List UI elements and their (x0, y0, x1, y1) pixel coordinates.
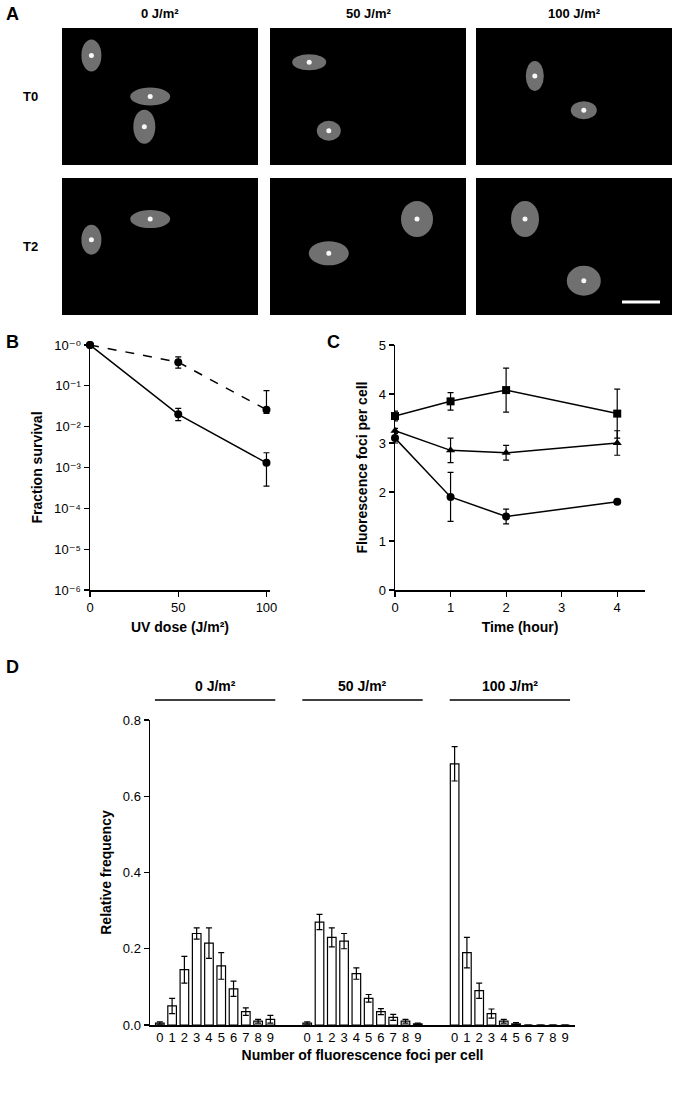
svg-text:7: 7 (537, 1030, 544, 1045)
svg-text:100: 100 (256, 600, 278, 615)
svg-text:50 J/m²: 50 J/m² (338, 678, 387, 694)
svg-text:4: 4 (500, 1030, 507, 1045)
svg-text:10⁻⁴: 10⁻⁴ (54, 501, 81, 516)
svg-text:5: 5 (365, 1030, 372, 1045)
svg-text:6: 6 (377, 1030, 384, 1045)
svg-text:5: 5 (379, 338, 386, 353)
svg-text:2: 2 (502, 600, 509, 615)
svg-text:2: 2 (379, 485, 386, 500)
svg-text:1: 1 (379, 534, 386, 549)
svg-text:0.2: 0.2 (123, 941, 141, 956)
svg-text:8: 8 (402, 1030, 409, 1045)
svg-text:0: 0 (304, 1030, 311, 1045)
svg-text:Time (hour): Time (hour) (482, 619, 559, 635)
svg-text:Number of fluorescence foci pe: Number of fluorescence foci per cell (242, 1047, 484, 1063)
svg-text:3: 3 (488, 1030, 495, 1045)
svg-text:4: 4 (379, 387, 386, 402)
svg-text:10⁻²: 10⁻² (55, 419, 81, 434)
svg-text:C: C (327, 332, 340, 352)
svg-text:A: A (6, 4, 19, 24)
svg-text:4: 4 (353, 1030, 360, 1045)
svg-text:1: 1 (168, 1030, 175, 1045)
svg-text:10⁻⁵: 10⁻⁵ (54, 542, 81, 557)
svg-text:3: 3 (558, 600, 565, 615)
svg-text:10⁻⁶: 10⁻⁶ (54, 583, 81, 598)
svg-text:9: 9 (414, 1030, 421, 1045)
svg-text:10⁻³: 10⁻³ (55, 460, 81, 475)
svg-text:0: 0 (156, 1030, 163, 1045)
svg-text:6: 6 (230, 1030, 237, 1045)
svg-text:0: 0 (391, 600, 398, 615)
svg-text:0: 0 (451, 1030, 458, 1045)
svg-text:Fraction survival: Fraction survival (29, 411, 45, 523)
svg-text:UV dose (J/m²): UV dose (J/m²) (131, 619, 229, 635)
svg-text:0.6: 0.6 (123, 789, 141, 804)
svg-text:2: 2 (181, 1030, 188, 1045)
svg-text:0.4: 0.4 (123, 865, 141, 880)
svg-text:9: 9 (562, 1030, 569, 1045)
svg-text:3: 3 (379, 436, 386, 451)
svg-text:4: 4 (614, 600, 621, 615)
svg-text:7: 7 (242, 1030, 249, 1045)
svg-text:B: B (6, 332, 19, 352)
svg-text:Fluorescence foci per cell: Fluorescence foci per cell (354, 382, 370, 554)
svg-text:6: 6 (525, 1030, 532, 1045)
svg-text:2: 2 (476, 1030, 483, 1045)
svg-text:4: 4 (205, 1030, 212, 1045)
svg-text:0.8: 0.8 (123, 713, 141, 728)
svg-text:1: 1 (463, 1030, 470, 1045)
svg-text:T2: T2 (23, 239, 38, 254)
svg-text:0 J/m²: 0 J/m² (141, 6, 179, 21)
svg-text:D: D (6, 657, 19, 677)
svg-text:9: 9 (267, 1030, 274, 1045)
svg-text:7: 7 (390, 1030, 397, 1045)
svg-text:1: 1 (316, 1030, 323, 1045)
svg-text:0 J/m²: 0 J/m² (195, 678, 236, 694)
svg-text:8: 8 (549, 1030, 556, 1045)
svg-text:5: 5 (218, 1030, 225, 1045)
svg-text:0.0: 0.0 (123, 1018, 141, 1033)
svg-text:10⁻⁰: 10⁻⁰ (54, 338, 81, 353)
svg-text:1: 1 (447, 600, 454, 615)
svg-text:Relative frequency: Relative frequency (98, 810, 114, 935)
svg-text:3: 3 (193, 1030, 200, 1045)
svg-text:2: 2 (328, 1030, 335, 1045)
svg-text:T0: T0 (23, 89, 38, 104)
svg-text:8: 8 (254, 1030, 261, 1045)
svg-text:5: 5 (512, 1030, 519, 1045)
svg-text:0: 0 (379, 583, 386, 598)
svg-text:10⁻¹: 10⁻¹ (55, 378, 81, 393)
svg-text:0: 0 (86, 600, 93, 615)
svg-text:100 J/m²: 100 J/m² (548, 6, 601, 21)
svg-text:50: 50 (171, 600, 185, 615)
svg-text:50 J/m²: 50 J/m² (346, 6, 391, 21)
svg-text:100 J/m²: 100 J/m² (482, 678, 538, 694)
svg-text:3: 3 (340, 1030, 347, 1045)
